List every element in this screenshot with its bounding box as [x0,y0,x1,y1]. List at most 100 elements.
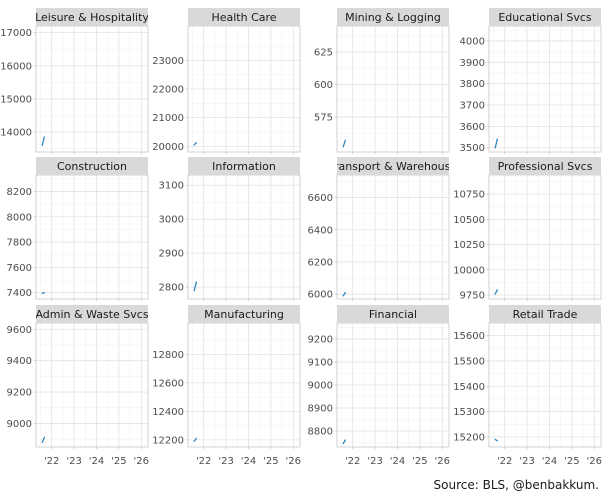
data-point [494,147,496,149]
facet-strip [36,157,148,175]
facet-title: Retail Trade [513,308,578,321]
facet-strip [489,305,601,323]
facet-strip [188,305,300,323]
source-caption: Source: BLS, @benbakkum. [434,478,599,492]
facet-strip [36,305,148,323]
facet-strip [337,8,449,26]
x-tick-label: '22 [345,456,360,467]
series-line [193,281,197,291]
plot-area [36,323,148,447]
facet-strip [188,8,300,26]
data-point [496,138,498,140]
y-tick-label: 600 [314,80,333,91]
y-tick-label: 8200 [7,187,32,198]
facet-strip [337,305,449,323]
data-point [496,439,498,442]
x-tick-label: '25 [111,456,126,467]
facet-title: Construction [57,160,127,173]
plot-area [489,26,601,152]
y-tick-label: 7600 [7,263,32,274]
y-tick-label: 15600 [453,331,485,342]
x-tick-label: '23 [218,456,233,467]
x-tick-label: '26 [587,456,602,467]
y-tick-label: 10000 [453,265,485,276]
y-tick-label: 15400 [453,382,485,393]
panel-educational-svcs: 3500 3600 3700 3800 3900 4000 Educational Svcs [460,8,602,154]
series-line [342,140,346,147]
y-tick-label: 6000 [308,290,333,301]
x-tick-label: '22 [497,456,512,467]
facet-strip [337,157,449,175]
data-point [344,291,346,294]
facet-title: Professional Svcs [498,160,593,173]
y-tick-label: 15200 [453,432,485,443]
y-tick-label: 9400 [7,356,32,367]
y-tick-label: 21000 [152,113,184,124]
y-tick-label: 10250 [453,240,485,251]
data-point [193,289,195,292]
facet-title: Transport & Warehouse [328,160,458,173]
facet-strip [489,157,601,175]
y-tick-label: 23000 [152,56,184,67]
data-point [494,293,496,295]
x-tick-label: '26 [286,456,301,467]
panel-information: 2800 2900 3000 3100 Information [159,157,301,301]
x-tick-label: '25 [263,456,278,467]
facet-title: Admin & Waste Svcs [35,308,148,321]
y-tick-label: 2800 [159,283,184,294]
y-tick-label: 4000 [460,36,485,47]
panel-mining-and-logging: 575 600 625 Mining & Logging [314,8,450,154]
panel-retail-trade: 15200 15300 15400 15500 15600 '22 '23 '24 '25 '26… [453,305,602,467]
y-tick-label: 3100 [159,181,184,192]
y-tick-label: 2900 [159,249,184,260]
y-tick-label: 9000 [308,381,333,392]
y-tick-label: 12200 [152,435,184,446]
facet-title: Manufacturing [204,308,284,321]
y-tick-label: 6200 [308,257,333,268]
y-tick-label: 20000 [152,142,184,153]
data-point [496,289,498,291]
y-tick-label: 12400 [152,407,184,418]
y-tick-label: 15300 [453,407,485,418]
x-tick-label: '25 [564,456,579,467]
x-tick-label: '26 [435,456,450,467]
facet-title: Financial [369,308,417,321]
y-tick-label: 15500 [453,356,485,367]
data-point [43,291,45,294]
y-tick-label: 9000 [7,419,32,430]
data-point [195,142,197,144]
y-tick-label: 6400 [308,225,333,236]
y-tick-label: 6600 [308,193,333,204]
x-tick-label: '24 [542,456,557,467]
panel-admin-and-waste-svcs: 9000 9200 9400 9600 '22 '23 '24 '25 '26 Admin & W… [7,305,149,467]
y-tick-label: 22000 [152,85,184,96]
data-point [195,437,197,440]
y-tick-label: 3800 [460,79,485,90]
y-tick-label: 10500 [453,215,485,226]
panel-health-care: 20000 21000 22000 23000 Health Care [152,8,301,154]
facet-strip [489,8,601,26]
series-line [41,437,45,443]
y-tick-label: 3500 [460,143,485,154]
y-tick-label: 3000 [159,215,184,226]
y-tick-label: 3600 [460,122,485,133]
data-point [193,144,195,146]
y-tick-label: 575 [314,112,333,123]
y-tick-label: 9600 [7,325,32,336]
series-line [494,289,498,295]
y-tick-label: 10750 [453,190,485,201]
plot-area [36,175,148,299]
plot-area [337,26,449,152]
panel-transport-and-warehouse: 6000 6200 6400 6600 Transport & Warehouse [308,157,458,301]
plot-area [36,26,148,152]
y-tick-label: 3900 [460,58,485,69]
y-tick-label: 16000 [0,61,32,72]
y-tick-label: 625 [314,47,333,58]
y-tick-label: 8000 [7,212,32,223]
x-tick-label: '24 [241,456,256,467]
panel-financial: 8800 8900 9000 9100 9200 '22 '23 '24 '25 '26 Finan… [308,305,450,467]
data-point [41,441,43,443]
data-point [342,146,344,148]
